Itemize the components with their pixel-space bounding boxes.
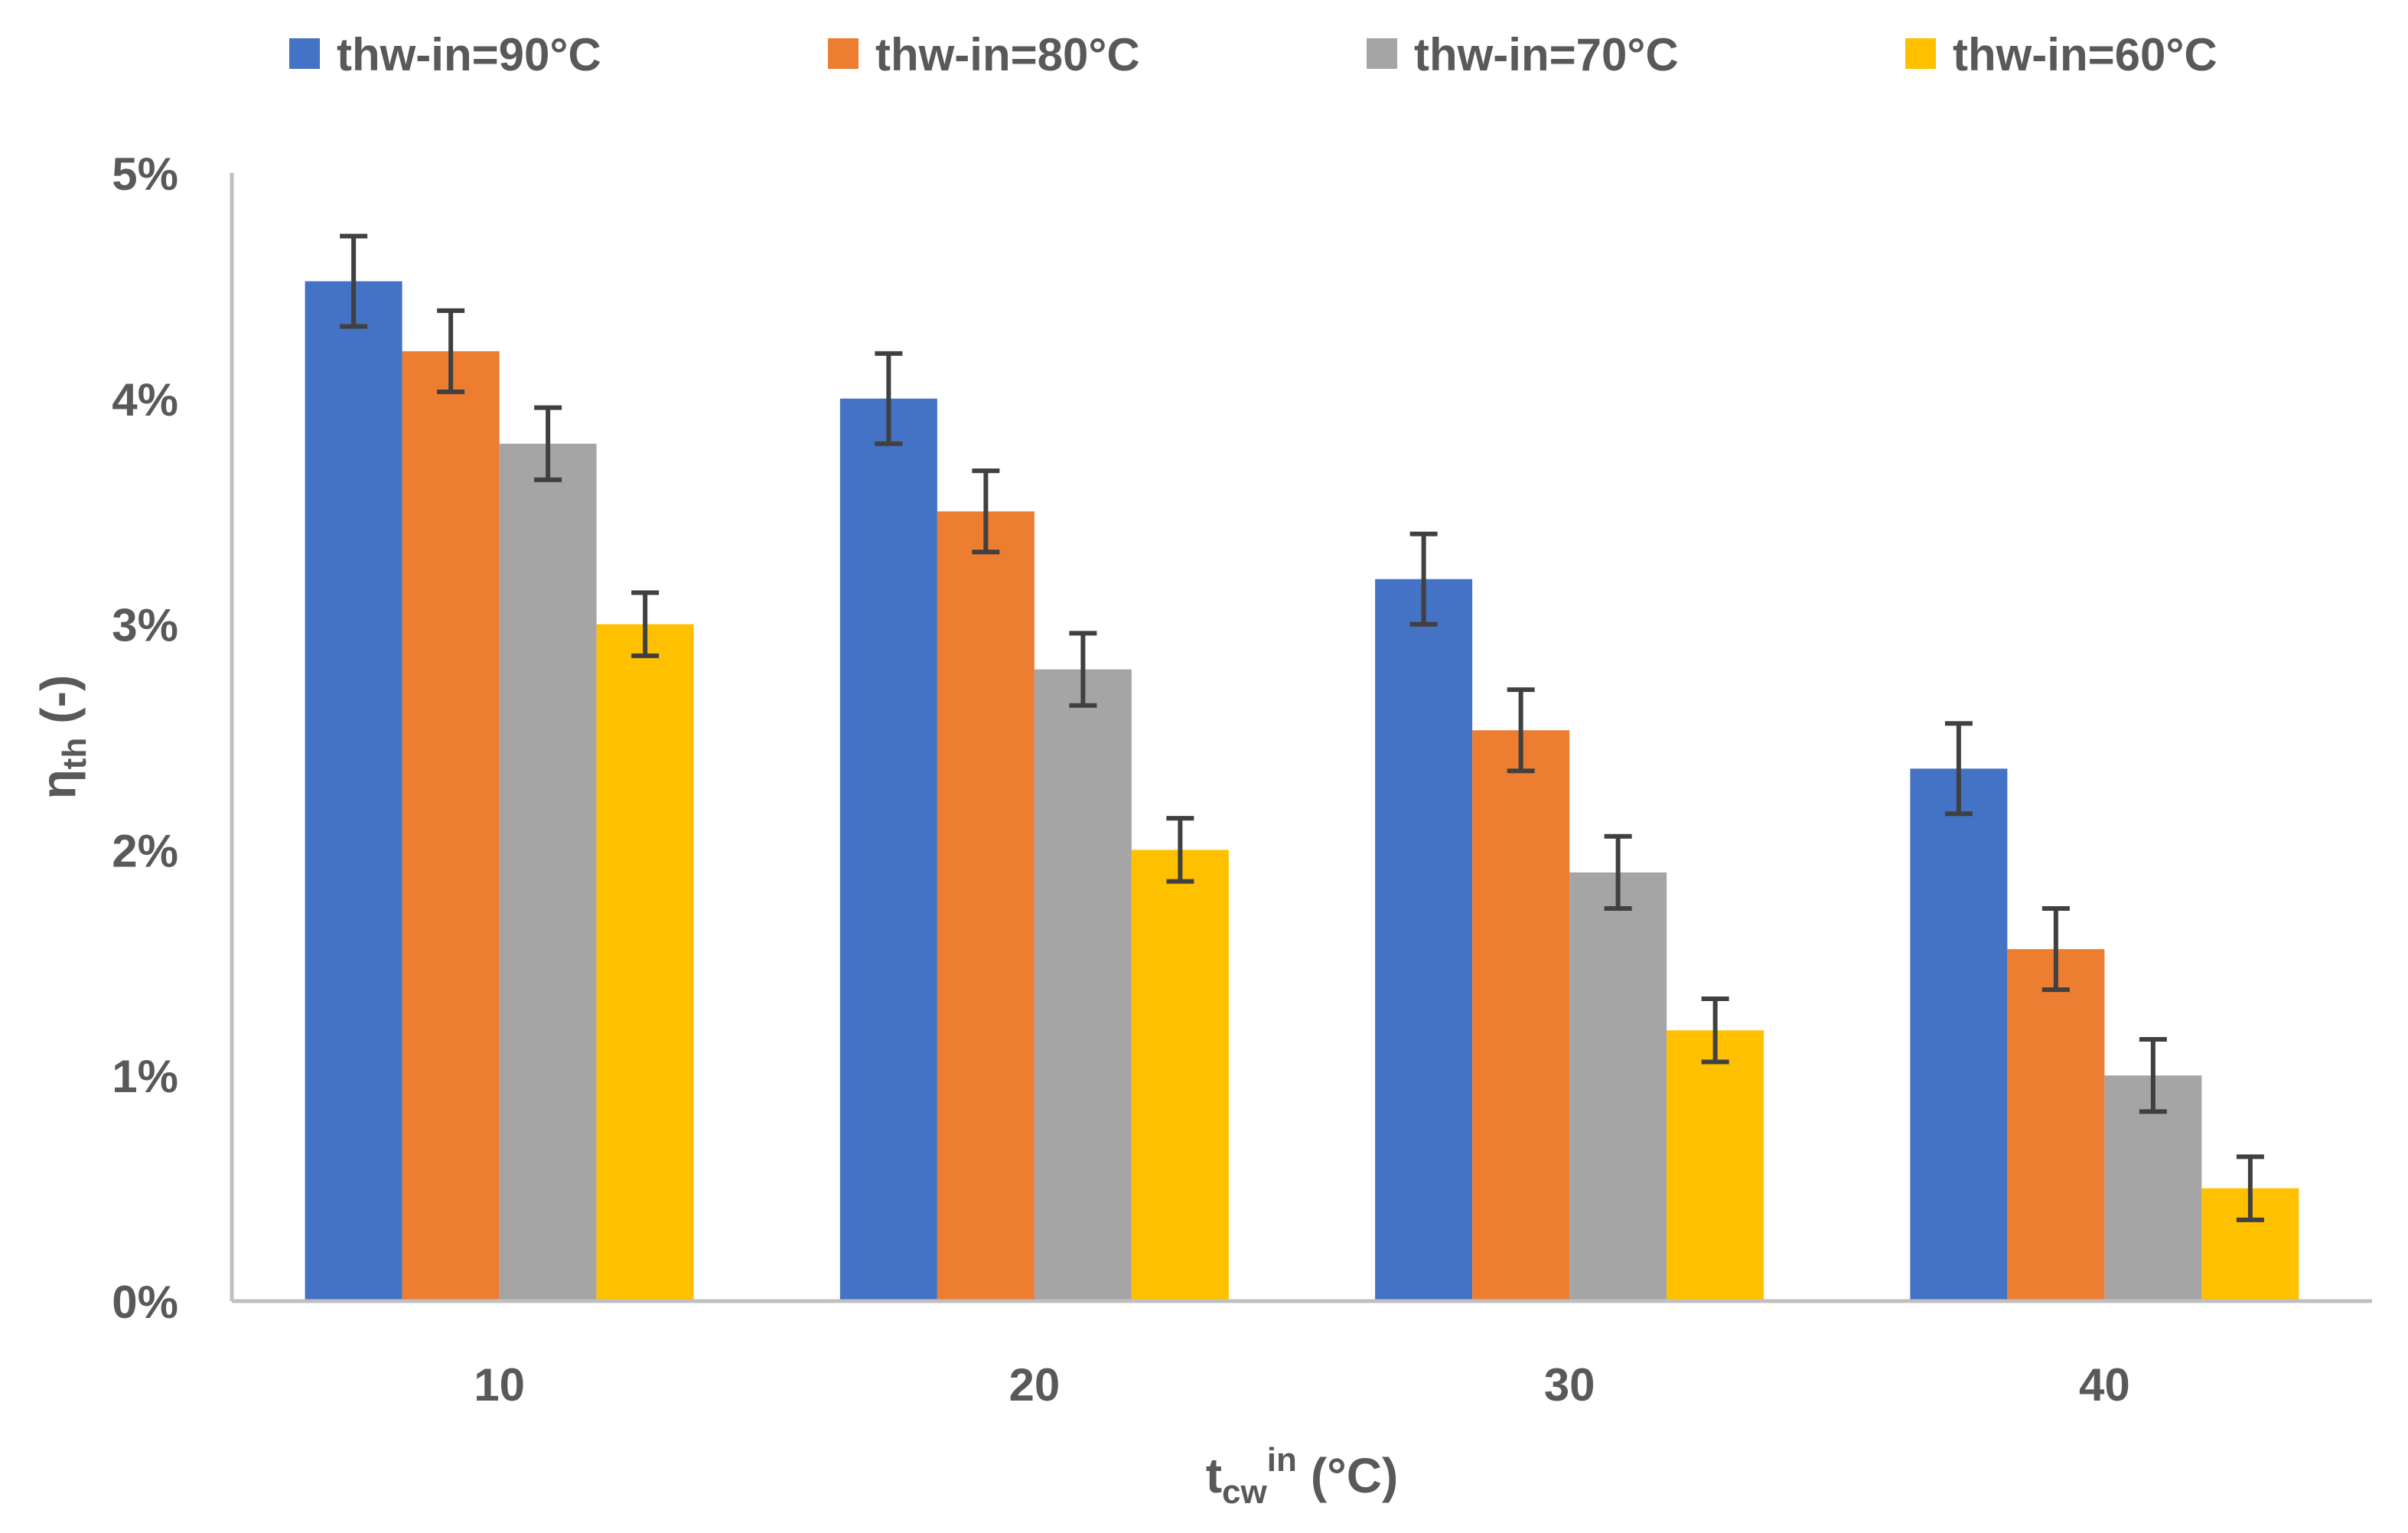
bar-s1-c20: [839, 398, 937, 1301]
bar-s3-c20: [1034, 669, 1132, 1301]
y-tick-label: 4%: [112, 374, 178, 426]
axes: [230, 173, 2372, 1303]
bar-s3-c10: [499, 443, 597, 1301]
bar-s2-c20: [937, 511, 1035, 1302]
legend-swatch: [828, 38, 859, 69]
error-bar-s4-c40: [2236, 1154, 2264, 1222]
legend-label: thw-in=60°C: [1953, 29, 2217, 80]
x-tick-label: 10: [474, 1359, 525, 1411]
legend-item-2: thw-in=80°C: [828, 29, 1140, 80]
x-tick-label: 40: [2079, 1359, 2130, 1411]
error-bars: [340, 233, 2264, 1222]
error-bar-s3-c10: [534, 405, 562, 482]
y-axis-title-unit: (-): [31, 675, 86, 724]
x-tick-label: 30: [1544, 1359, 1595, 1411]
legend-item-3: thw-in=70°C: [1367, 29, 1679, 80]
bar-s2-c40: [2007, 949, 2105, 1301]
x-axis-title-main: t: [1206, 1448, 1222, 1503]
x-axis-title: tcwin (°C): [1206, 1441, 1399, 1511]
legend: thw-in=90°C thw-in=80°C thw-in=70°C thw-in=…: [289, 29, 2217, 80]
bar-s2-c30: [1472, 730, 1570, 1301]
y-axis-title: ηth (-): [31, 675, 93, 800]
x-axis-title-superscript: in: [1267, 1441, 1297, 1479]
error-bar-s2-c10: [437, 308, 465, 394]
error-bar-s2-c40: [2041, 906, 2070, 993]
y-tick-label: 1%: [112, 1051, 178, 1102]
error-bar-s2-c30: [1507, 687, 1535, 774]
bar-s4-c10: [596, 624, 694, 1301]
error-bar-s1-c20: [875, 351, 903, 446]
error-bar-s3-c30: [1604, 833, 1632, 912]
error-bar-s1-c10: [340, 233, 368, 329]
y-axis-title-subscript: th: [56, 738, 93, 770]
bar-s4-c30: [1667, 1030, 1764, 1301]
x-axis-ticks: 10 20 30 40: [474, 1359, 2130, 1411]
x-tick-label: 20: [1009, 1359, 1061, 1411]
y-tick-label: 0%: [112, 1277, 178, 1328]
error-bar-s4-c20: [1166, 816, 1194, 884]
error-bar-s3-c40: [2139, 1037, 2167, 1114]
bar-s3-c30: [1569, 872, 1667, 1301]
x-axis-title-unit: (°C): [1311, 1448, 1398, 1503]
legend-label: thw-in=80°C: [875, 29, 1140, 80]
error-bar-s4-c10: [631, 590, 660, 658]
bars: [305, 281, 2299, 1302]
y-axis-title-main: η: [31, 769, 86, 799]
bar-s2-c10: [402, 351, 500, 1302]
error-bar-s1-c30: [1409, 531, 1438, 627]
y-tick-label: 5%: [112, 148, 178, 200]
legend-label: thw-in=70°C: [1414, 29, 1679, 80]
legend-swatch: [1367, 38, 1397, 69]
error-bar-s4-c30: [1701, 996, 1729, 1065]
legend-item-1: thw-in=90°C: [289, 29, 601, 80]
error-bar-s2-c20: [972, 468, 1000, 555]
x-axis-title-subscript: cw: [1222, 1473, 1267, 1511]
bar-s1-c30: [1375, 579, 1473, 1301]
legend-item-4: thw-in=60°C: [1905, 29, 2217, 80]
y-tick-label: 2%: [112, 825, 178, 876]
bar-s4-c20: [1131, 850, 1229, 1301]
error-bar-s1-c40: [1944, 721, 1973, 817]
y-tick-label: 3%: [112, 600, 178, 651]
bar-s1-c40: [1910, 768, 2008, 1301]
bar-s1-c10: [305, 281, 402, 1301]
legend-swatch: [1905, 38, 1936, 69]
y-axis-ticks: 0% 1% 2% 3% 4% 5%: [112, 148, 178, 1328]
error-bar-s3-c20: [1069, 631, 1097, 708]
legend-label: thw-in=90°C: [337, 29, 601, 80]
legend-swatch: [289, 38, 320, 69]
